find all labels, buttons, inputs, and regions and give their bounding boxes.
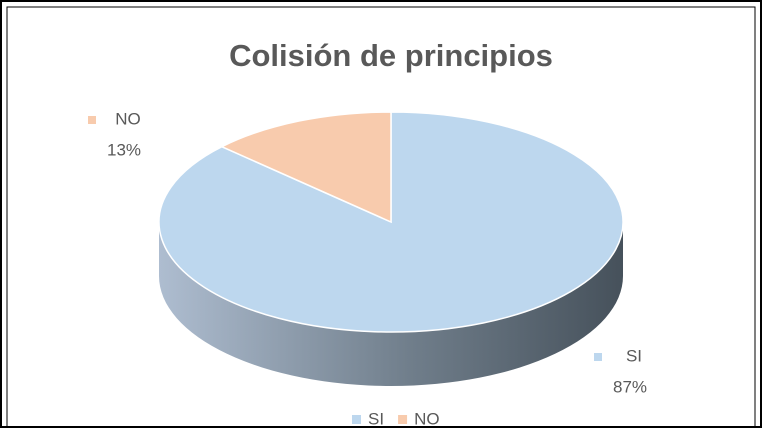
legend-key xyxy=(352,415,361,424)
legend-label: NO xyxy=(414,409,440,428)
data-label-category: SI xyxy=(626,346,642,365)
legend-key xyxy=(398,415,408,424)
pie-slice xyxy=(158,111,624,333)
legend-label: SI xyxy=(368,409,384,428)
data-label: 87% xyxy=(613,377,647,396)
chart-title: Colisión de principios xyxy=(229,38,553,73)
label-key xyxy=(594,353,602,361)
pie-slice xyxy=(220,111,392,224)
data-label: 13% xyxy=(107,140,141,159)
pie-side xyxy=(159,222,623,386)
label-key xyxy=(88,116,96,124)
data-label-category: NO xyxy=(115,109,141,128)
